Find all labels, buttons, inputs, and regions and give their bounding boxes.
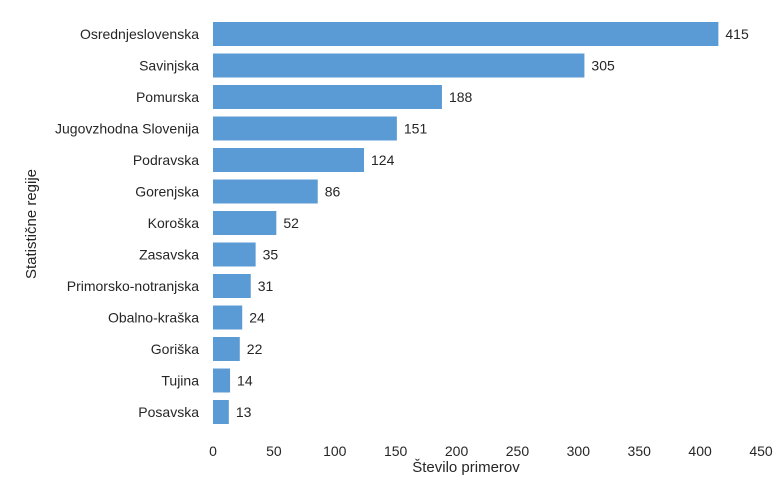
bar-tujina xyxy=(213,368,231,393)
data-label-pomurska: 188 xyxy=(449,89,473,105)
x-tick-label-300: 300 xyxy=(567,443,591,459)
data-label-posavska: 13 xyxy=(236,404,252,420)
category-label-zasavska: Zasavska xyxy=(139,247,199,263)
x-tick-label-100: 100 xyxy=(323,443,347,459)
category-label-posavska: Posavska xyxy=(138,404,199,420)
bar-posavska xyxy=(213,400,229,424)
x-axis-title: Število primerov xyxy=(412,459,520,476)
x-tick-label-200: 200 xyxy=(445,443,469,459)
data-label-koroska: 52 xyxy=(283,215,299,231)
bar-pomurska xyxy=(213,85,442,109)
bar-podravska xyxy=(213,148,365,172)
category-label-primorsko-notranjska: Primorsko-notranjska xyxy=(67,278,199,294)
category-label-savinjska: Savinjska xyxy=(139,58,199,74)
category-label-podravska: Podravska xyxy=(133,152,199,168)
bar-obalno-kraska xyxy=(213,305,243,330)
x-tick-label-400: 400 xyxy=(688,443,712,459)
bar-primorsko-notranjska xyxy=(213,274,251,298)
x-tick-label-150: 150 xyxy=(384,443,408,459)
bar-jugovzhodna-slovenija xyxy=(213,116,397,141)
data-label-osrednjeslovenska: 415 xyxy=(725,26,749,42)
category-label-goriska: Goriška xyxy=(151,341,199,357)
category-label-jugovzhodna-slovenija: Jugovzhodna Slovenija xyxy=(55,121,199,137)
x-tick-label-450: 450 xyxy=(749,443,773,459)
category-label-obalno-kraska: Obalno-kraška xyxy=(108,310,199,326)
category-label-osrednjeslovenska: Osrednjeslovenska xyxy=(80,26,199,42)
data-label-obalno-kraska: 24 xyxy=(249,310,265,326)
data-label-gorenjska: 86 xyxy=(325,184,341,200)
bar-koroska xyxy=(213,211,277,235)
data-label-primorsko-notranjska: 31 xyxy=(258,278,274,294)
data-label-jugovzhodna-slovenija: 151 xyxy=(404,121,428,137)
x-tick-label-250: 250 xyxy=(506,443,530,459)
data-label-zasavska: 35 xyxy=(263,247,279,263)
bar-gorenjska xyxy=(213,179,318,204)
x-axis-ticks: 0 50 100 150 200 250 300 350 400 450 xyxy=(209,443,773,459)
bar-savinjska xyxy=(213,53,585,78)
category-label-tujina: Tujina xyxy=(161,373,199,389)
category-label-koroska: Koroška xyxy=(148,215,200,231)
data-label-tujina: 14 xyxy=(237,373,253,389)
y-axis-title: Statistične regije xyxy=(23,169,40,279)
bar-osrednjeslovenska xyxy=(213,22,719,46)
bars-layer xyxy=(213,22,719,424)
bar-goriska xyxy=(213,337,240,361)
data-label-podravska: 124 xyxy=(371,152,395,168)
bar-zasavska xyxy=(213,242,256,267)
category-label-pomurska: Pomurska xyxy=(136,89,199,105)
category-labels: Osrednjeslovenska Savinjska Pomurska Jugovz… xyxy=(55,26,199,420)
data-label-savinjska: 305 xyxy=(591,58,615,74)
category-label-gorenjska: Gorenjska xyxy=(135,184,199,200)
x-tick-label-50: 50 xyxy=(266,443,282,459)
data-label-goriska: 22 xyxy=(247,341,263,357)
x-tick-label-350: 350 xyxy=(628,443,652,459)
x-tick-label-0: 0 xyxy=(209,443,217,459)
